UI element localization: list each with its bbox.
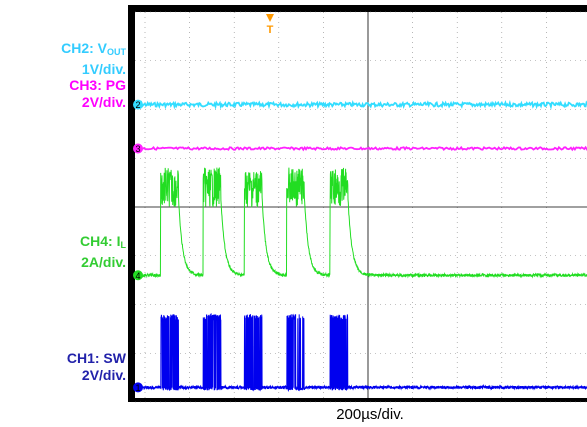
time-division-label: 200µs/div.	[336, 406, 404, 423]
trigger-marker-label: T	[267, 24, 274, 36]
channel-marker-1	[133, 382, 143, 393]
scope-grid	[135, 11, 587, 403]
ch1-label-scale: 2V/div.	[81, 367, 126, 383]
ch4-label-scale: 2A/div.	[81, 254, 126, 270]
ch1-label-prefix: CH1: SW	[66, 350, 126, 366]
channel-marker-4	[133, 270, 143, 281]
channel-marker-label: 4	[135, 271, 140, 281]
ch2-label-sub: OUT	[107, 47, 126, 57]
ch3-label-prefix: CH3: PG	[69, 77, 126, 93]
trace-ch2-vout	[135, 99, 587, 110]
trace-ch4-il	[135, 167, 587, 279]
trace-ch3-pg	[135, 145, 587, 152]
ch1-label: CH1: SW 2V/div.	[67, 350, 126, 384]
trigger-arrow-icon	[266, 14, 274, 22]
ch4-label: CH4: IL 2A/div.	[80, 233, 126, 271]
channel-marker-3	[133, 143, 143, 154]
channel-marker-label: 2	[135, 100, 140, 110]
ch4-label-prefix: CH4: I	[80, 233, 121, 249]
channel-marker-label: 3	[135, 144, 140, 154]
trace-ch1-sw	[135, 312, 587, 393]
ch4-label-sub: L	[120, 240, 127, 250]
ch3-label: CH3: PG 2V/div.	[69, 77, 126, 111]
ch3-label-scale: 2V/div.	[81, 94, 126, 110]
channel-marker-label: 1	[135, 383, 140, 393]
scope-traces	[135, 99, 587, 393]
ch2-label-prefix: CH2: V	[61, 40, 107, 56]
ch2-label-scale: 1V/div.	[81, 61, 126, 77]
scope-markers: 2 3 4 1 T	[133, 14, 274, 393]
ch2-label: CH2: VOUT 1V/div.	[61, 40, 126, 78]
channel-marker-2	[133, 99, 143, 110]
